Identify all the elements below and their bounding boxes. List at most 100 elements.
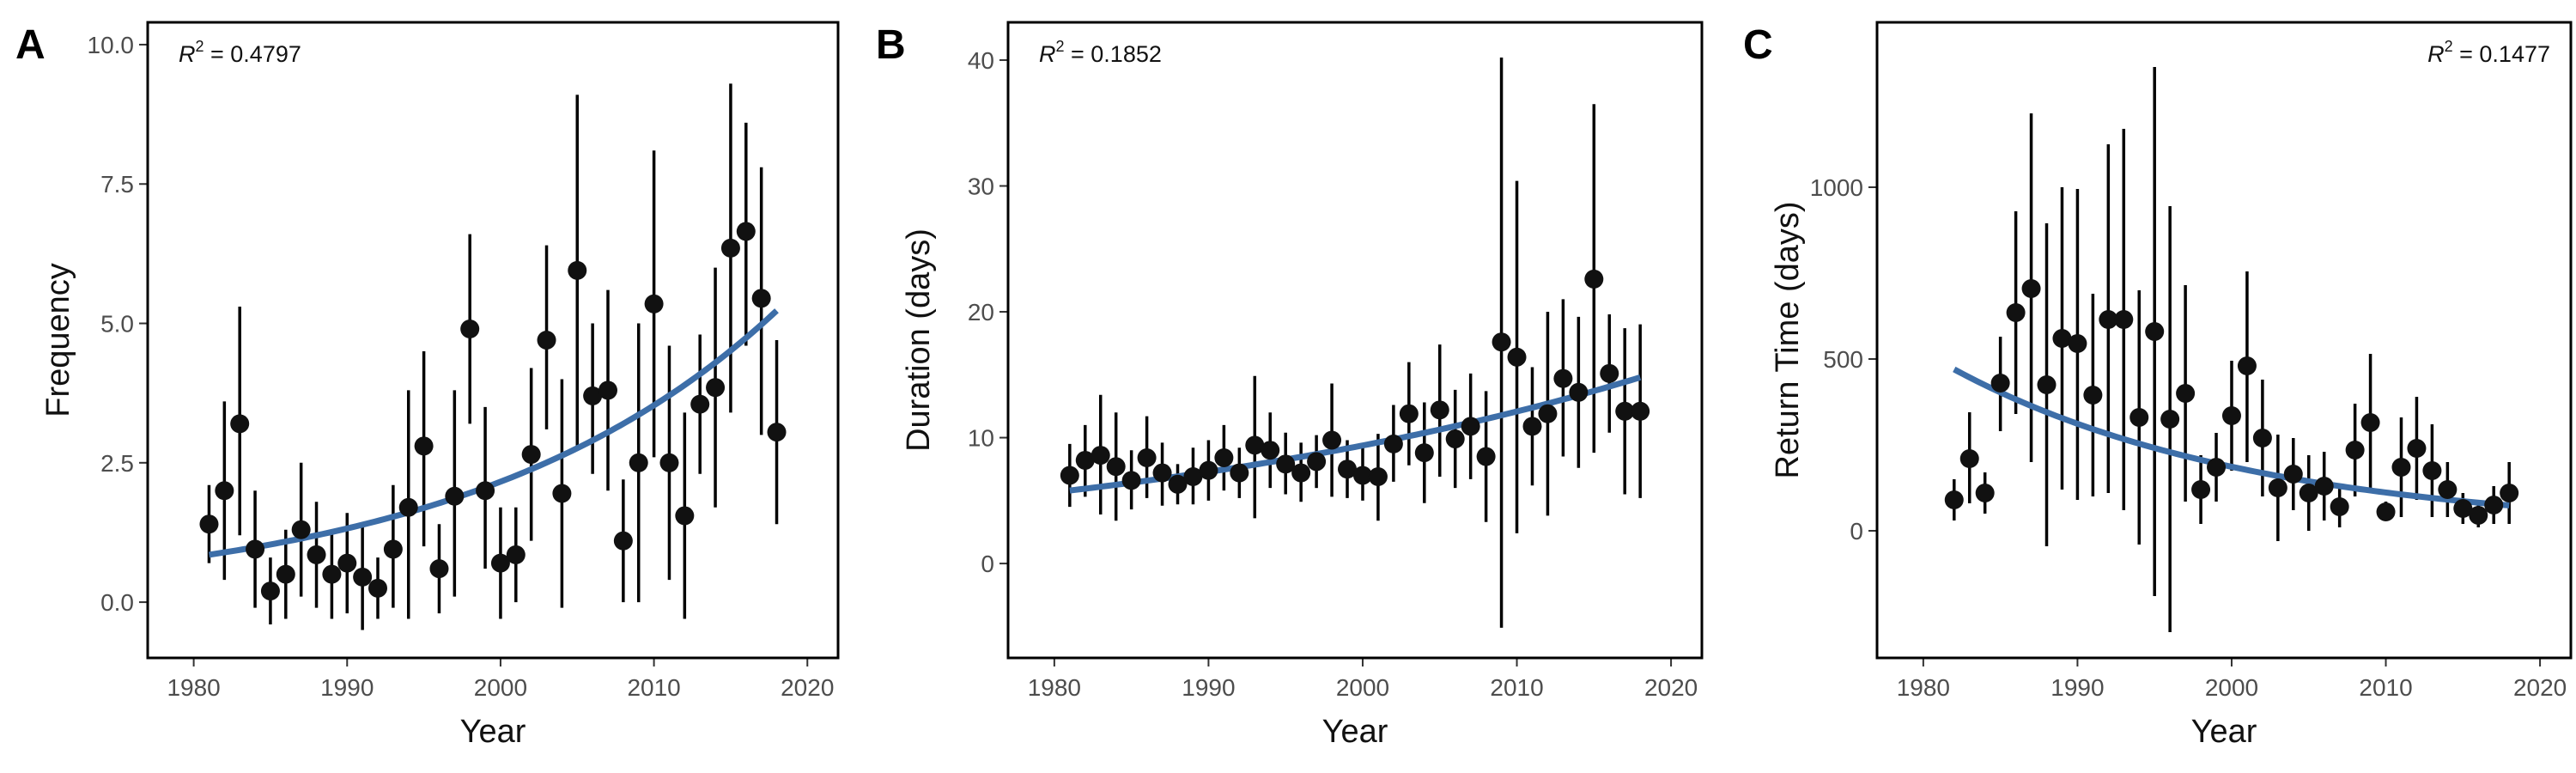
data-point (751, 289, 771, 308)
data-point (2099, 310, 2118, 329)
data-point (1106, 457, 1126, 477)
x-tick-label: 2020 (2513, 674, 2567, 701)
trend-line (1953, 366, 2510, 508)
data-point (2221, 406, 2241, 425)
data-point (1399, 404, 1419, 423)
panel-a: A 1980 1990 2000 2010 2020 0.0 2.5 5.0 7.5 10.0 Yea… (15, 21, 840, 750)
data-point (414, 436, 434, 456)
data-point (1522, 417, 1542, 436)
data-point (537, 331, 556, 350)
data-point (2438, 480, 2458, 499)
data-point (199, 514, 219, 534)
x-tick-label: 1990 (1182, 674, 1235, 701)
data-point (1975, 484, 1995, 502)
data-point (2283, 465, 2303, 484)
r-exponent: 2 (1056, 38, 1065, 55)
data-point (1075, 450, 1095, 470)
data-point (2500, 484, 2519, 502)
data-point (2068, 334, 2087, 353)
panel-border (146, 21, 840, 660)
data-point (2052, 329, 2072, 348)
x-axis-title: Year (2191, 714, 2257, 750)
x-tick-label: 2000 (2205, 674, 2258, 701)
data-point (690, 394, 710, 414)
y-axis-title: Duration (days) (901, 228, 937, 452)
data-point (1261, 441, 1280, 460)
data-point (2191, 480, 2211, 499)
data-point (1553, 368, 1573, 388)
y-tick-label: 0 (981, 551, 994, 577)
x-axis-title: Year (1322, 714, 1388, 750)
x-tick-label: 1980 (1028, 674, 1081, 701)
data-point (445, 486, 465, 506)
data-point (1944, 490, 1964, 509)
data-point (2207, 458, 2227, 477)
panel-border (1875, 21, 2573, 660)
y-tick-label: 10.0 (88, 32, 135, 58)
data-point (2114, 310, 2134, 329)
data-point (1307, 452, 1327, 472)
data-point (2145, 322, 2165, 341)
data-point (1507, 347, 1527, 367)
y-tick-label: 20 (968, 299, 994, 326)
panel-c: C 1980 1990 2000 2010 2020 0 500 1000 Year Return … (1743, 21, 2573, 750)
x-tick-label: 2010 (2359, 674, 2412, 701)
data-point (2453, 499, 2473, 518)
data-point (506, 545, 526, 564)
data-point (1291, 463, 1311, 483)
data-point (2407, 439, 2427, 458)
data-point (1959, 449, 1979, 468)
x-tick-label: 2010 (627, 674, 680, 701)
data-point (629, 453, 648, 472)
data-point (2252, 429, 2272, 447)
data-point (1990, 374, 2010, 393)
data-point (1245, 435, 1265, 455)
data-point (291, 520, 311, 539)
data-point (1183, 466, 1203, 486)
x-axis-title: Year (460, 714, 526, 750)
data-point (613, 531, 633, 551)
x-tick-label: 1990 (2050, 674, 2104, 701)
y-tick-label: 0.0 (100, 589, 134, 616)
r-symbol: R (2427, 41, 2445, 67)
data-point (368, 578, 387, 598)
r-symbol: R (179, 41, 196, 67)
data-point (2268, 478, 2287, 497)
plot-area (1060, 58, 1650, 628)
x-tick-label: 2000 (474, 674, 527, 701)
data-point (1338, 460, 1358, 479)
r-squared-value: = 0.1477 (2453, 41, 2550, 67)
data-point (1584, 269, 1604, 289)
data-point (2176, 384, 2196, 403)
data-point (2422, 461, 2442, 480)
data-point (2129, 408, 2149, 427)
y-tick-label: 1000 (1810, 174, 1863, 201)
data-point (1152, 463, 1172, 483)
data-point (230, 414, 250, 434)
data-point (1445, 429, 1465, 449)
r-exponent: 2 (2445, 38, 2453, 55)
y-tick-label: 2.5 (100, 450, 134, 477)
x-tick-label: 2020 (781, 674, 834, 701)
data-point (2391, 458, 2411, 477)
data-point (1600, 363, 1619, 383)
data-point (767, 423, 787, 442)
data-point (598, 380, 617, 400)
y-tick-label: 10 (968, 425, 994, 452)
y-axis-title: Frequency (40, 263, 76, 417)
data-point (2083, 386, 2103, 405)
x-tick-label: 2020 (1644, 674, 1698, 701)
data-point (706, 378, 726, 398)
data-point (2484, 496, 2504, 514)
r-symbol: R (1039, 41, 1056, 67)
data-point (675, 506, 695, 526)
r-squared-annotation: R2 = 0.1477 (2427, 38, 2550, 67)
data-point (322, 564, 342, 584)
y-axis-title: Return Time (days) (1770, 201, 1806, 478)
data-point (644, 294, 664, 313)
data-point (398, 497, 418, 517)
data-point (1137, 448, 1157, 468)
data-point (1368, 466, 1388, 486)
data-point (1214, 448, 1234, 468)
